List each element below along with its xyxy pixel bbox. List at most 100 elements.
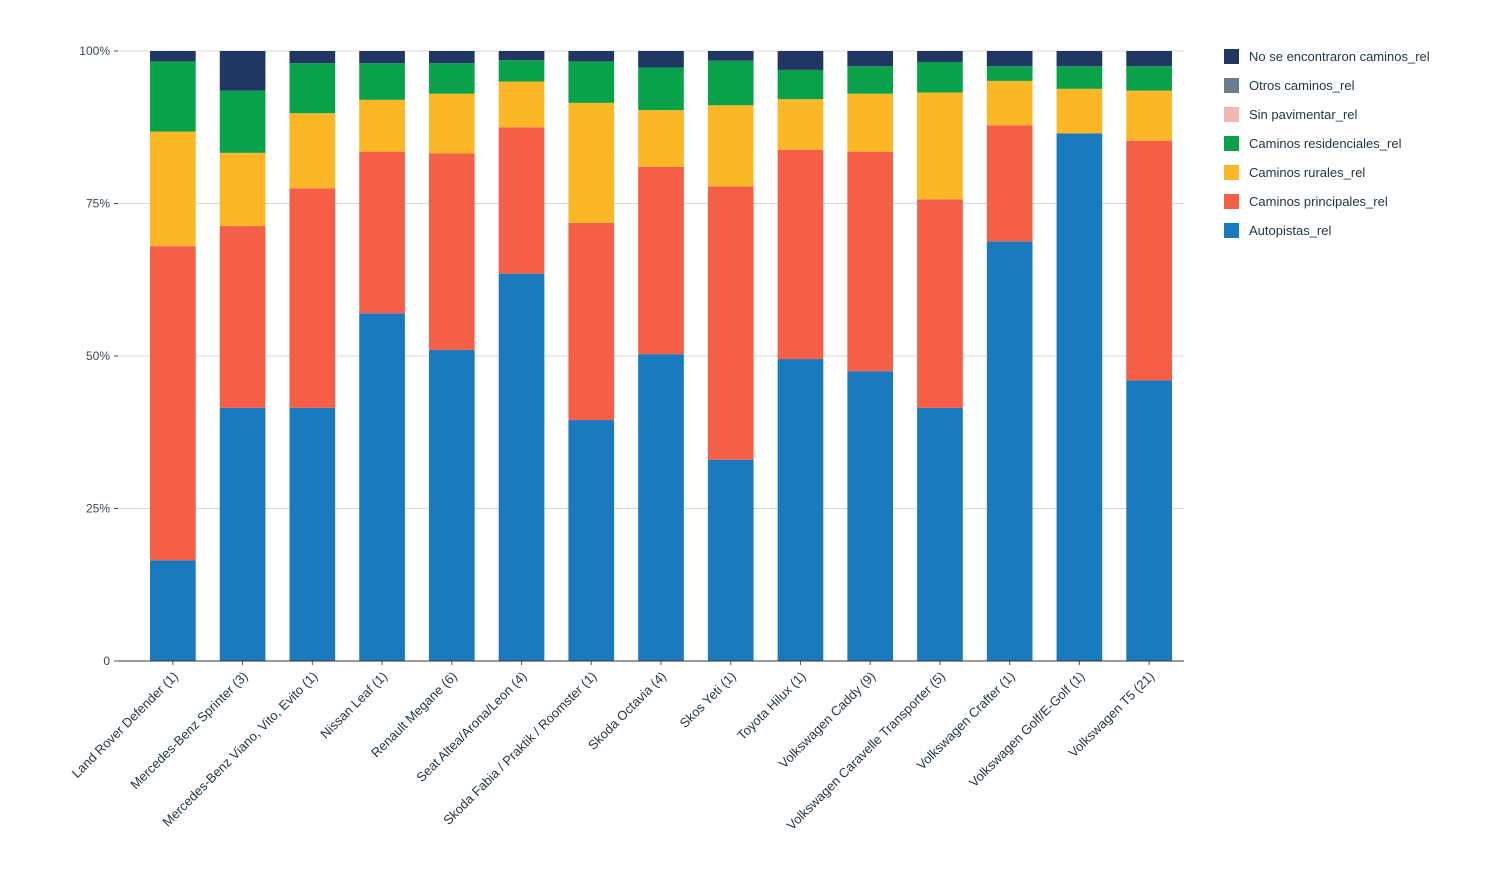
- bar-segment[interactable]: [428, 349, 475, 661]
- legend-item[interactable]: Caminos residenciales_rel: [1224, 129, 1430, 158]
- legend-label: Otros caminos_rel: [1249, 78, 1355, 93]
- bar-segment[interactable]: [568, 223, 615, 421]
- bar-segment[interactable]: [638, 354, 684, 661]
- bar-segment[interactable]: [1056, 66, 1103, 89]
- legend-label: Sin pavimentar_rel: [1249, 107, 1358, 122]
- bar-segment[interactable]: [1056, 133, 1103, 662]
- bar-segment[interactable]: [917, 407, 963, 661]
- bar-segment[interactable]: [986, 66, 1033, 81]
- bar-segment[interactable]: [568, 51, 615, 62]
- bar-segment[interactable]: [707, 105, 754, 187]
- legend-swatch: [1224, 223, 1239, 238]
- bar-segment[interactable]: [498, 127, 545, 274]
- bars: [150, 51, 1172, 662]
- bar-segment[interactable]: [428, 51, 475, 64]
- legend-swatch: [1224, 194, 1239, 209]
- bar-segment[interactable]: [986, 51, 1033, 67]
- bar-segment[interactable]: [1126, 380, 1172, 661]
- bar-segment[interactable]: [289, 51, 336, 64]
- bar-segment[interactable]: [638, 110, 684, 167]
- bar-segment[interactable]: [498, 81, 545, 128]
- legend-label: Caminos rurales_rel: [1249, 165, 1366, 180]
- bar-segment[interactable]: [1126, 66, 1172, 91]
- bar-segment[interactable]: [150, 51, 196, 62]
- bar-segment[interactable]: [568, 420, 615, 661]
- bar-segment[interactable]: [568, 102, 615, 224]
- bar-segment[interactable]: [1056, 51, 1103, 67]
- bar-segment[interactable]: [498, 51, 545, 61]
- bar-segment[interactable]: [359, 151, 405, 314]
- legend-item[interactable]: Autopistas_rel: [1224, 216, 1430, 245]
- bar-segment[interactable]: [638, 67, 684, 111]
- bar-segment[interactable]: [289, 407, 336, 661]
- legend-swatch: [1224, 107, 1239, 122]
- bar-segment[interactable]: [219, 90, 266, 153]
- bar-segment[interactable]: [289, 113, 336, 189]
- bar-segment[interactable]: [428, 93, 475, 154]
- x-tick-label: Skos Yeti (1): [677, 669, 739, 731]
- bar-segment[interactable]: [150, 131, 196, 247]
- legend-label: Autopistas_rel: [1249, 223, 1332, 238]
- bar-segment[interactable]: [150, 61, 196, 132]
- x-tick-label: Volkswagen Golf/E-Golf (1): [966, 669, 1087, 790]
- bar-segment[interactable]: [847, 371, 894, 661]
- bar-segment[interactable]: [219, 226, 266, 408]
- bar-segment[interactable]: [150, 560, 196, 661]
- bar-segment[interactable]: [150, 246, 196, 561]
- bar-segment[interactable]: [219, 407, 266, 661]
- bar-segment[interactable]: [847, 151, 894, 372]
- bar-segment[interactable]: [986, 241, 1033, 661]
- bar-segment[interactable]: [707, 186, 754, 460]
- y-axis-ticks: 0 25% 50% 75% 100%: [79, 44, 118, 668]
- bar-segment[interactable]: [1126, 140, 1172, 381]
- bar-segment[interactable]: [359, 99, 405, 152]
- bar-segment[interactable]: [1056, 88, 1103, 134]
- legend-label: Caminos principales_rel: [1249, 194, 1388, 209]
- bar-segment[interactable]: [777, 149, 824, 360]
- bar-segment[interactable]: [568, 61, 615, 103]
- bar-segment[interactable]: [428, 153, 475, 350]
- bar-segment[interactable]: [638, 166, 684, 355]
- bar-segment[interactable]: [847, 66, 894, 94]
- bar-segment[interactable]: [917, 51, 963, 62]
- x-axis-labels: Land Rover Defender (1)Mercedes-Benz Spr…: [69, 661, 1157, 833]
- legend-item[interactable]: Caminos principales_rel: [1224, 187, 1430, 216]
- x-tick-label: Skoda Fabia / Praktik / Roomster (1): [440, 669, 599, 828]
- bar-segment[interactable]: [428, 63, 475, 94]
- bar-segment[interactable]: [847, 51, 894, 67]
- legend-item[interactable]: Sin pavimentar_rel: [1224, 100, 1430, 129]
- bar-segment[interactable]: [289, 63, 336, 114]
- bar-segment[interactable]: [777, 51, 824, 70]
- bar-segment[interactable]: [707, 60, 754, 106]
- bar-segment[interactable]: [707, 51, 754, 61]
- bar-segment[interactable]: [289, 188, 336, 408]
- bar-segment[interactable]: [986, 125, 1033, 242]
- bar-segment[interactable]: [777, 359, 824, 661]
- bar-segment[interactable]: [707, 459, 754, 661]
- x-tick-label: Volkswagen Caravelle Transporter (5): [784, 669, 948, 833]
- bar-segment[interactable]: [498, 60, 545, 82]
- bar-segment[interactable]: [917, 199, 963, 408]
- legend-item[interactable]: No se encontraron caminos_rel: [1224, 42, 1430, 71]
- x-tick-label: Mercedes-Benz Sprinter (3): [127, 669, 251, 793]
- bar-segment[interactable]: [917, 92, 963, 200]
- bar-segment[interactable]: [777, 99, 824, 150]
- legend-item[interactable]: Otros caminos_rel: [1224, 71, 1430, 100]
- bar-segment[interactable]: [498, 273, 545, 661]
- y-tick-label: 0: [103, 654, 110, 668]
- bar-segment[interactable]: [359, 51, 405, 64]
- bar-segment[interactable]: [359, 313, 405, 661]
- bar-segment[interactable]: [917, 61, 963, 93]
- legend: No se encontraron caminos_rel Otros cami…: [1224, 42, 1430, 245]
- bar-segment[interactable]: [777, 69, 824, 100]
- bar-segment[interactable]: [986, 80, 1033, 126]
- bar-segment[interactable]: [638, 51, 684, 68]
- bar-segment[interactable]: [847, 93, 894, 152]
- legend-item[interactable]: Caminos rurales_rel: [1224, 158, 1430, 187]
- bar-segment[interactable]: [1126, 90, 1172, 141]
- bar-segment[interactable]: [219, 51, 266, 91]
- bar-segment[interactable]: [359, 63, 405, 100]
- bar-segment[interactable]: [1126, 51, 1172, 67]
- bar-segment[interactable]: [219, 152, 266, 227]
